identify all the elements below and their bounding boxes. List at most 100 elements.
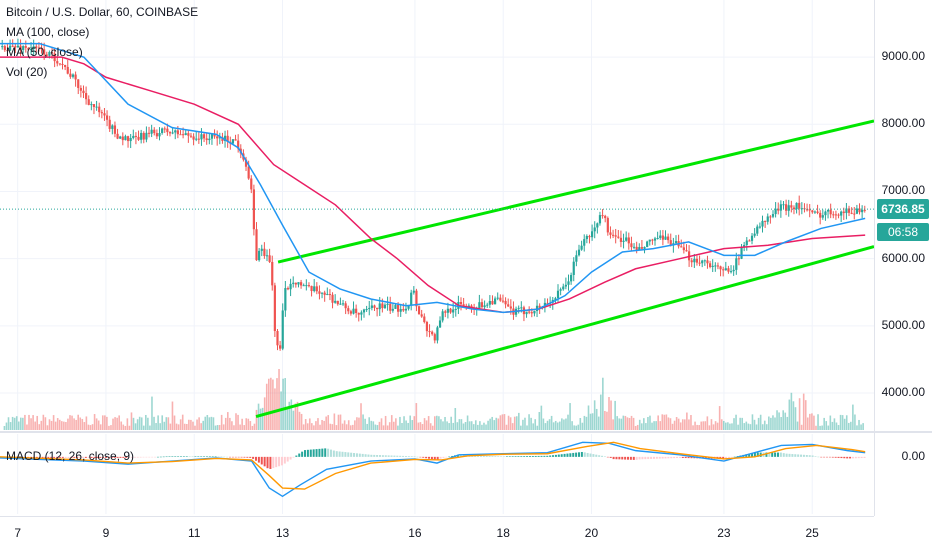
macd-histogram-bar bbox=[378, 455, 381, 457]
volume-bar bbox=[417, 422, 420, 430]
macd-histogram-bar bbox=[684, 456, 687, 459]
macd-histogram-bar bbox=[194, 456, 197, 457]
candle-body bbox=[29, 48, 33, 50]
price-axis[interactable]: 4000.00 5000.00 6000.00 7000.00 8000.00 9000.… bbox=[874, 0, 932, 516]
volume-bar bbox=[526, 425, 528, 430]
macd-chart[interactable]: MACD (12, 26, close, 9) bbox=[0, 434, 874, 514]
candle-body bbox=[389, 303, 392, 311]
volume-bar bbox=[349, 425, 352, 430]
volume-bar bbox=[774, 417, 776, 430]
volume-bar bbox=[32, 415, 34, 430]
price-chart-canvas[interactable] bbox=[0, 0, 874, 430]
candle-body bbox=[35, 46, 38, 48]
candle-body bbox=[208, 138, 211, 141]
volume-bar bbox=[450, 416, 452, 430]
macd-histogram-bar bbox=[410, 456, 413, 457]
candle-body bbox=[703, 260, 706, 262]
candle-body bbox=[593, 227, 596, 232]
candle-body bbox=[853, 213, 856, 215]
candle-body bbox=[150, 129, 153, 134]
volume-bar bbox=[850, 421, 852, 430]
macd-histogram-bar bbox=[433, 456, 436, 460]
candle-body bbox=[452, 309, 455, 313]
volume-bar bbox=[26, 424, 28, 430]
volume-bar bbox=[515, 416, 518, 430]
time-axis[interactable]: 7 9 11 13 16 18 20 23 25 bbox=[0, 516, 874, 551]
ma50-legend[interactable]: MA (50, close) bbox=[6, 45, 83, 59]
volume-bar bbox=[690, 415, 692, 430]
volume-bar bbox=[708, 425, 711, 430]
volume-bar bbox=[483, 422, 485, 430]
candle-body bbox=[1, 46, 4, 48]
candle-body bbox=[470, 305, 473, 308]
candle-body bbox=[648, 239, 651, 242]
candle-body bbox=[837, 214, 840, 216]
candle-body bbox=[205, 138, 208, 141]
candle-body bbox=[805, 209, 809, 211]
volume-bar bbox=[171, 401, 174, 430]
candle-body bbox=[798, 202, 801, 209]
volume-bar bbox=[798, 398, 801, 430]
macd-histogram-bar bbox=[402, 455, 405, 457]
macd-histogram-bar bbox=[652, 456, 655, 459]
candle-body bbox=[294, 282, 297, 285]
macd-histogram-bar bbox=[771, 452, 774, 457]
macd-histogram-bar bbox=[344, 452, 347, 457]
volume-bar bbox=[511, 423, 514, 430]
volume-bar bbox=[190, 419, 192, 430]
macd-histogram-bar bbox=[286, 456, 289, 462]
macd-chart-canvas[interactable] bbox=[0, 434, 874, 514]
volume-bar bbox=[99, 424, 102, 430]
volume-bar bbox=[593, 400, 596, 430]
macd-histogram-bar bbox=[641, 456, 644, 460]
macd-histogram-bar bbox=[782, 453, 785, 457]
macd-histogram-bar bbox=[151, 456, 154, 458]
candle-body bbox=[847, 208, 851, 213]
pane-divider[interactable] bbox=[0, 431, 932, 433]
candle-body bbox=[297, 282, 300, 285]
volume-legend[interactable]: Vol (20) bbox=[6, 65, 48, 79]
candle-body bbox=[785, 204, 788, 211]
price-chart[interactable]: Bitcoin / U.S. Dollar, 60, COINBASE MA (… bbox=[0, 0, 874, 430]
volume-bar bbox=[354, 420, 356, 430]
candle-body bbox=[134, 135, 138, 137]
volume-bar bbox=[794, 407, 797, 430]
candle-body bbox=[722, 269, 725, 271]
candle-body bbox=[756, 226, 759, 234]
candle-body bbox=[423, 316, 426, 322]
volume-bar bbox=[116, 417, 118, 430]
macd-histogram-bar bbox=[404, 456, 407, 457]
volume-bar bbox=[48, 419, 51, 430]
macd-histogram-bar bbox=[203, 456, 206, 457]
macd-histogram-bar bbox=[217, 456, 220, 457]
macd-histogram-bar bbox=[79, 456, 82, 458]
candle-body bbox=[590, 231, 594, 238]
macd-histogram-bar bbox=[629, 456, 632, 460]
macd-histogram-bar bbox=[774, 452, 777, 457]
volume-bar bbox=[811, 413, 813, 430]
candle-body bbox=[813, 211, 817, 213]
candle-body bbox=[100, 112, 103, 114]
volume-bar bbox=[265, 383, 268, 430]
ma100-legend[interactable]: MA (100, close) bbox=[6, 25, 90, 39]
volume-bar bbox=[284, 378, 286, 430]
candle-body bbox=[344, 303, 347, 309]
candle-body bbox=[690, 260, 693, 263]
volume-bar bbox=[710, 419, 713, 430]
volume-bar bbox=[778, 412, 780, 430]
volume-bar bbox=[833, 418, 836, 430]
volume-bar bbox=[821, 425, 823, 430]
volume-bar bbox=[657, 415, 659, 430]
macd-legend[interactable]: MACD (12, 26, close, 9) bbox=[6, 449, 135, 463]
candle-body bbox=[158, 133, 161, 137]
volume-bar bbox=[552, 422, 555, 430]
candle-body bbox=[478, 302, 481, 308]
candle-body bbox=[653, 238, 657, 241]
volume-bar bbox=[311, 423, 313, 430]
macd-histogram-bar bbox=[312, 449, 315, 457]
volume-bar bbox=[341, 423, 344, 430]
macd-histogram-bar bbox=[479, 455, 482, 457]
candle-body bbox=[758, 226, 761, 228]
volume-bar bbox=[579, 418, 582, 430]
volume-bar bbox=[261, 407, 264, 430]
